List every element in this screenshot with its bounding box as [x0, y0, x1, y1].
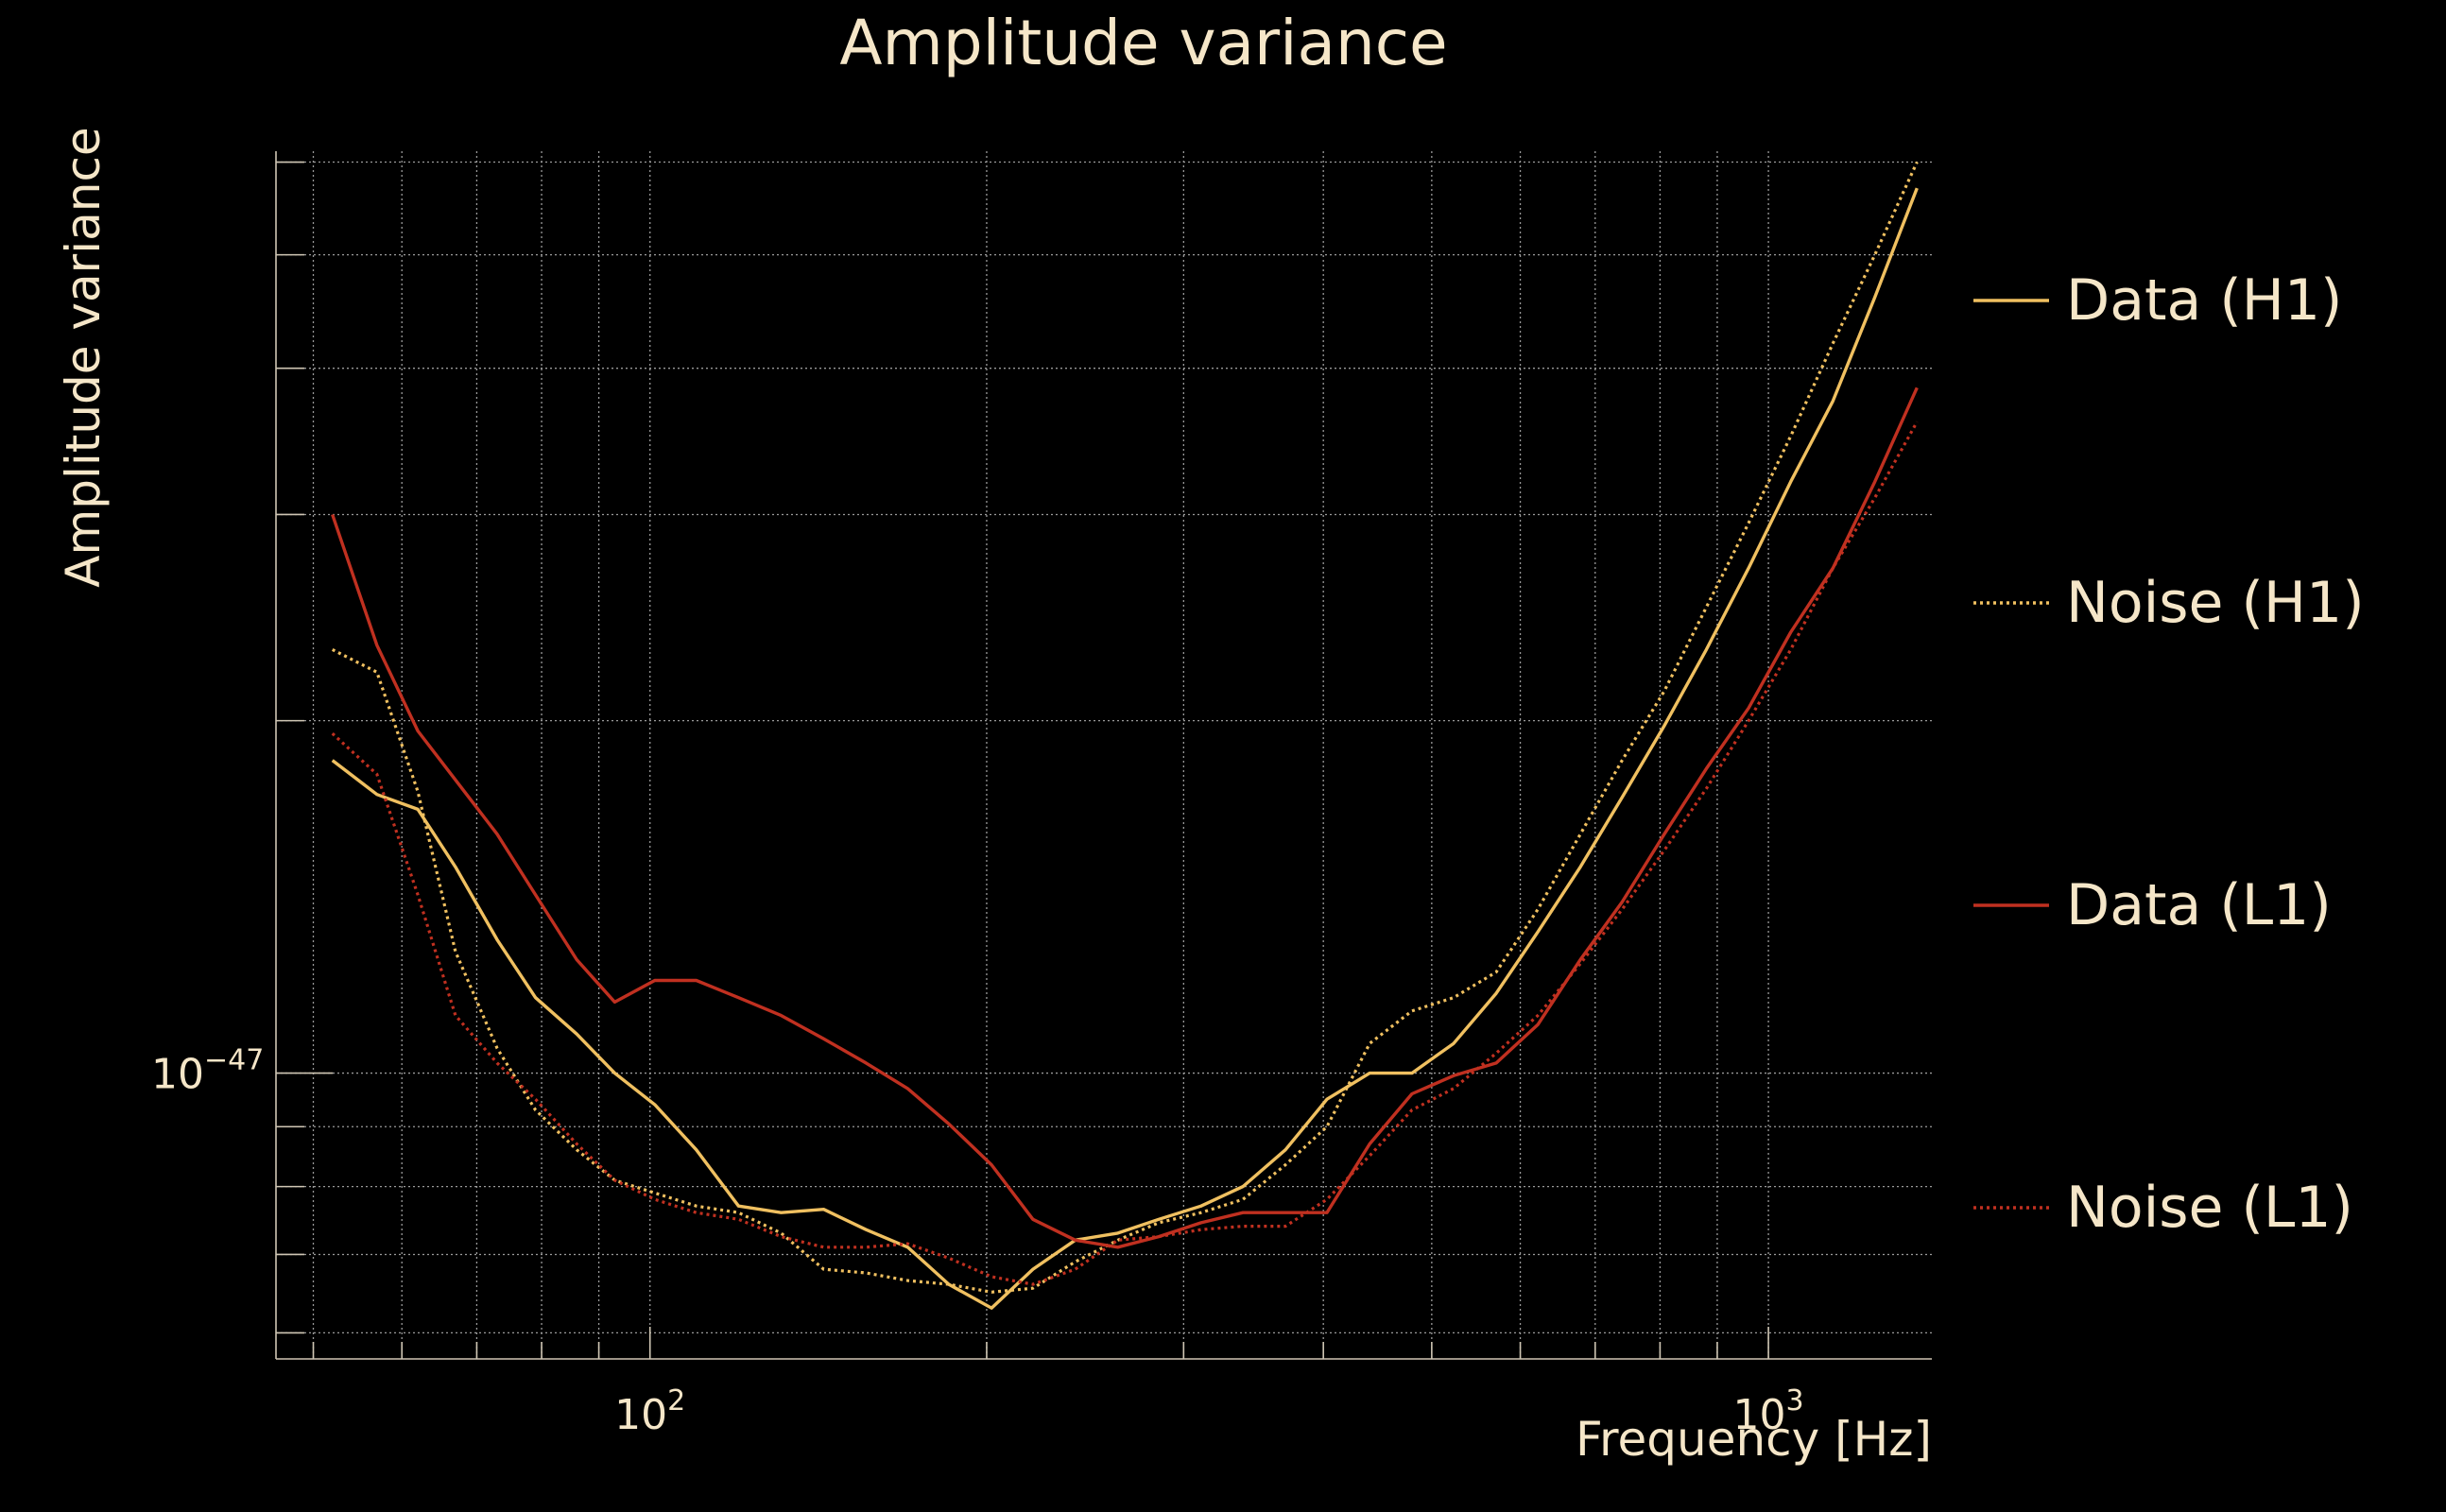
series-group [331, 161, 1919, 1310]
x-tick-label: 103 [1733, 1384, 1804, 1439]
series-line-noise-h1 [331, 161, 1919, 1294]
tick-labels: 102 103 10−47 [151, 1044, 1804, 1439]
series-line-data-l1 [331, 387, 1919, 1249]
y-axis-label: Amplitude variance [56, 127, 111, 587]
x-tick-label: 102 [614, 1384, 685, 1439]
grid [276, 151, 1932, 1359]
series-line-data-h1 [331, 187, 1919, 1310]
legend: Data (H1) Noise (H1) Data (L1) Noise (L1) [1973, 267, 2365, 1241]
legend-label-noise-l1: Noise (L1) [2066, 1175, 2353, 1241]
x-axis-label: Frequency [Hz] [1576, 1412, 1932, 1467]
legend-label-noise-h1: Noise (H1) [2066, 570, 2365, 636]
legend-label-data-l1: Data (L1) [2066, 872, 2332, 938]
series-line-noise-l1 [331, 421, 1919, 1286]
chart-title: Amplitude variance [839, 7, 1447, 79]
legend-label-data-h1: Data (H1) [2066, 267, 2342, 334]
y-tick-label: 10−47 [151, 1044, 264, 1099]
axes [275, 151, 1932, 1360]
